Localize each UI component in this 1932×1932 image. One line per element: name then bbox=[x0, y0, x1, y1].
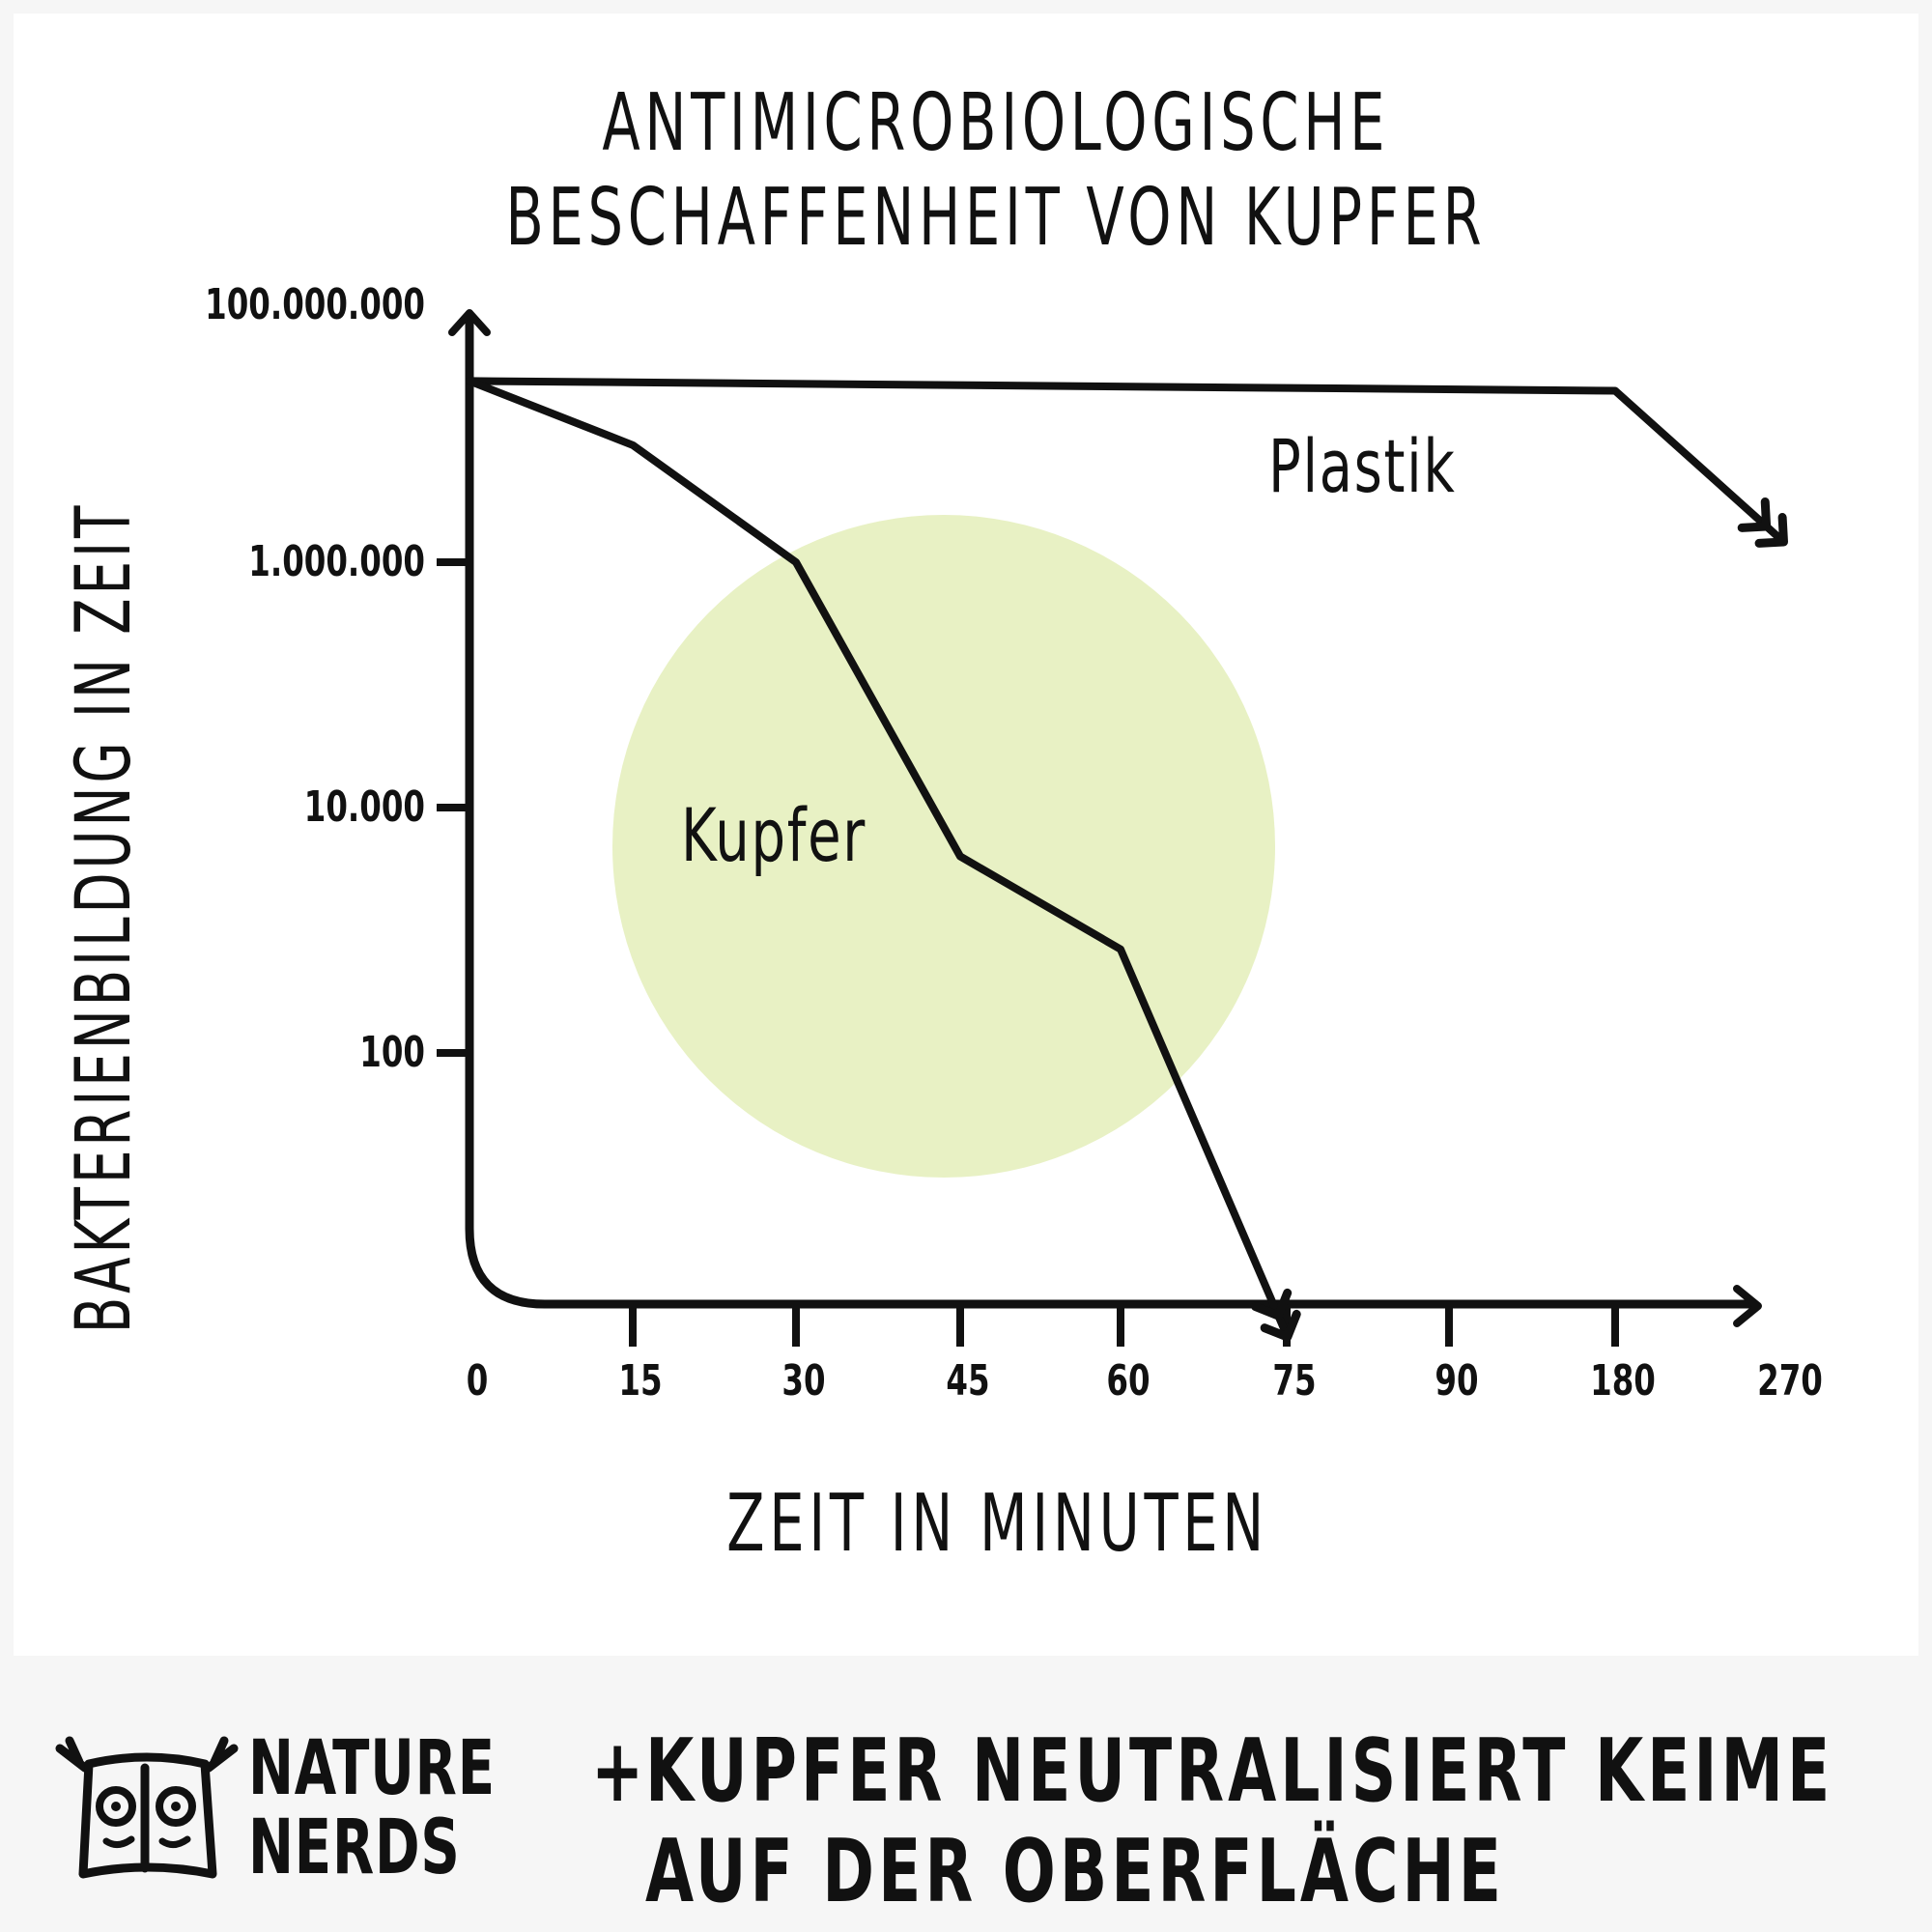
y-tick-label: 100 bbox=[359, 1029, 425, 1077]
x-axis-arrowhead bbox=[1733, 1285, 1762, 1327]
axis-corner bbox=[465, 1228, 546, 1309]
x-tick-label: 180 bbox=[1590, 1357, 1656, 1406]
series-arrow-chevron bbox=[1251, 1288, 1293, 1321]
brand-name: NATURE NERDS bbox=[248, 1729, 496, 1888]
kupfer-highlight-circle bbox=[612, 515, 1275, 1178]
brand-name-line-1: NATURE bbox=[248, 1725, 496, 1812]
series-line-kupfer bbox=[466, 377, 1291, 1340]
chart-axes bbox=[448, 309, 1762, 1327]
brand-logo: NATURE NERDS bbox=[50, 1729, 514, 1888]
series-arrow-chevron bbox=[1754, 513, 1788, 548]
chart-series bbox=[466, 377, 1788, 1342]
y-axis-arrowhead bbox=[448, 309, 491, 336]
chart-title-line-1: ANTIMICROBIOLOGISCHE bbox=[602, 77, 1390, 169]
y-tick-label: 100.000.000 bbox=[205, 281, 425, 329]
x-tick-label: 75 bbox=[1272, 1357, 1316, 1406]
footer-band bbox=[0, 1656, 1932, 1932]
series-line-plastik bbox=[466, 377, 1786, 545]
brand-name-line-2: NERDS bbox=[248, 1804, 461, 1891]
y-tick-label: 10.000 bbox=[304, 783, 425, 832]
y-tick-label: 1.000.000 bbox=[248, 538, 425, 586]
x-tick-label: 0 bbox=[467, 1357, 489, 1406]
x-axis-label: ZEIT IN MINUTEN bbox=[726, 1478, 1269, 1570]
series-arrow-chevron bbox=[1737, 497, 1772, 532]
tagline-line-2: AUF DER OBERFLÄCHE bbox=[645, 1821, 1506, 1922]
y-axis-label: BAKTERIENBILDUNG IN ZEIT bbox=[61, 501, 148, 1334]
series-arrow-plastik bbox=[1737, 497, 1788, 548]
x-tick-label: 15 bbox=[618, 1357, 662, 1406]
x-tick-label: 90 bbox=[1435, 1357, 1478, 1406]
chart-tick-labels: 100.000.000 1.000.000 10.000 100 0 15 30 45 60 75… bbox=[205, 281, 1823, 1406]
x-tick-label: 45 bbox=[946, 1357, 989, 1406]
x-tick-label: 30 bbox=[781, 1357, 825, 1406]
nature-nerds-logo-icon bbox=[55, 1736, 239, 1879]
chart-title-line-2: BESCHAFFENHEIT VON KUPFER bbox=[505, 172, 1487, 264]
series-arrow-chevron bbox=[1260, 1309, 1301, 1342]
tagline-line-1: KUPFER NEUTRALISIERT KEIME bbox=[645, 1720, 1834, 1822]
x-tick-label: 60 bbox=[1106, 1357, 1150, 1406]
tagline-plus: + bbox=[591, 1720, 648, 1822]
series-label-kupfer: Kupfer bbox=[681, 792, 867, 878]
chart-svg: 100.000.000 1.000.000 10.000 100 0 15 30 45 60 75… bbox=[205, 281, 1823, 1406]
tagline-lines: KUPFER NEUTRALISIERT KEIME AUF DER OBERF… bbox=[645, 1721, 1833, 1922]
series-label-plastik: Plastik bbox=[1268, 423, 1457, 509]
x-tick-label: 270 bbox=[1757, 1357, 1823, 1406]
series-arrow-kupfer bbox=[1251, 1288, 1301, 1342]
